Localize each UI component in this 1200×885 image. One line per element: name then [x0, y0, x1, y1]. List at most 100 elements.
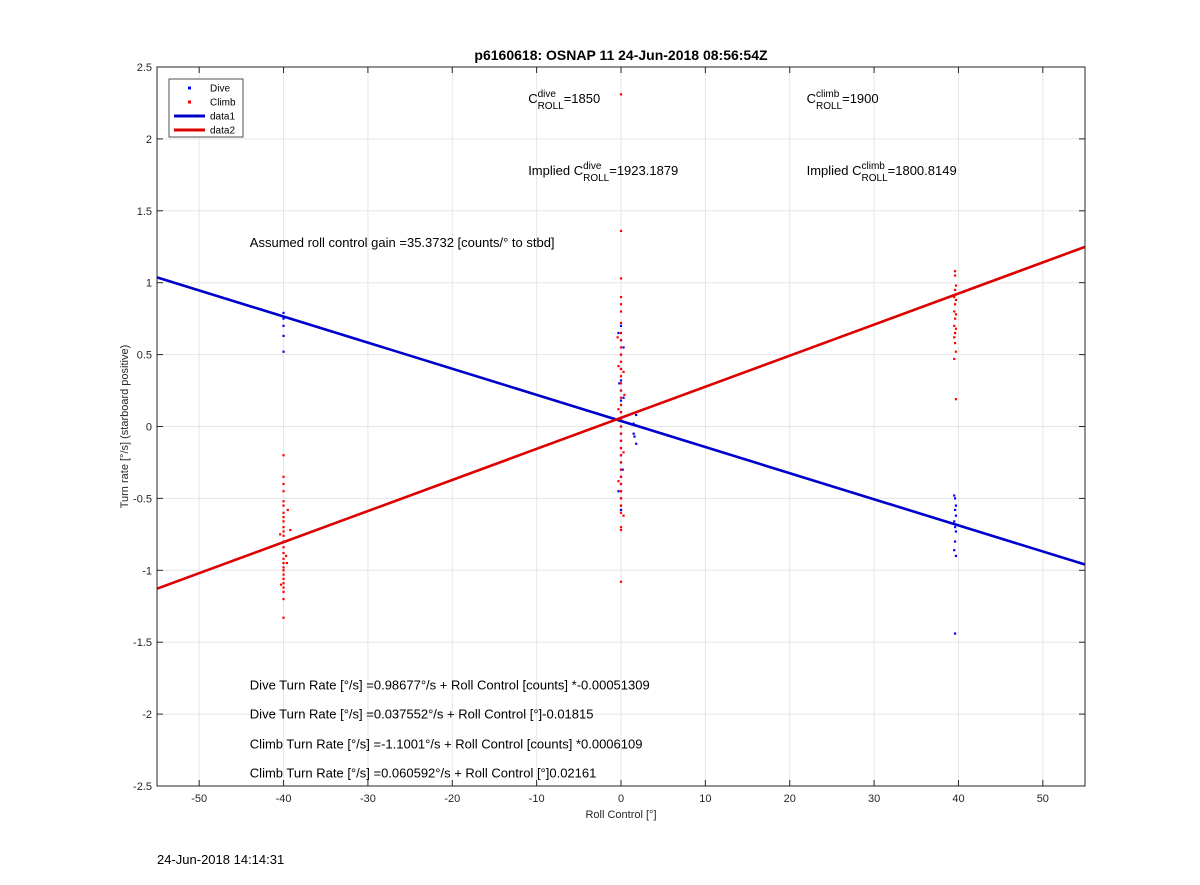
- data-point-climb: [282, 534, 285, 537]
- data-point-climb: [619, 528, 623, 532]
- legend-marker-dive: [188, 86, 191, 90]
- series-layer: [156, 93, 1086, 635]
- data-point-dive: [632, 432, 635, 435]
- data-point-climb: [279, 583, 283, 586]
- data-point-dive: [954, 504, 958, 507]
- annotation-part: ROLL: [583, 173, 610, 184]
- axes-layer: -50 -40 -30 -20 -10 0 10 20 30 40 50-2.5-2-1.5-1-0…: [119, 47, 1086, 821]
- data-point-climb: [619, 375, 623, 378]
- y-tick-label: 2: [146, 134, 152, 146]
- data-point-dive: [954, 554, 958, 558]
- data-point-climb: [619, 339, 623, 342]
- data-point-dive: [633, 435, 636, 438]
- grid-layer: [157, 66, 1085, 787]
- data-point-climb: [619, 454, 623, 457]
- data-point-climb: [953, 295, 956, 299]
- annotation-part: C: [528, 91, 537, 106]
- data-point-climb: [286, 508, 289, 512]
- data-point-climb: [282, 540, 285, 543]
- data-point-climb: [954, 398, 958, 401]
- annotation-dive-deg: Dive Turn Rate [°/s] =0.037552°/s + Roll…: [250, 706, 594, 721]
- data-point-climb: [954, 284, 958, 287]
- data-point-dive: [282, 334, 285, 338]
- data-point-climb: [954, 327, 958, 330]
- data-point-climb: [282, 475, 285, 478]
- data-point-climb: [282, 566, 285, 569]
- annotation-implied-dive: Implied Cdive ROLL=1923.1879: [528, 161, 678, 184]
- data-point-dive: [622, 396, 625, 399]
- data-point-climb: [282, 500, 285, 503]
- data-point-climb: [282, 569, 285, 572]
- x-tick-label: -40: [276, 793, 292, 805]
- y-tick-label: 0.5: [137, 350, 152, 362]
- data-point-dive: [617, 490, 620, 493]
- x-tick-label: 40: [952, 793, 964, 805]
- data-point-climb: [282, 551, 285, 555]
- data-point-climb: [623, 393, 626, 396]
- data-point-climb: [619, 353, 623, 356]
- annotation-part: dive: [538, 89, 557, 100]
- annotation-c-roll-climb: Cclimb ROLL=1900: [807, 89, 879, 112]
- data-point-dive: [635, 413, 638, 417]
- data-point-dive: [619, 379, 623, 382]
- x-tick-label: -20: [444, 793, 460, 805]
- data-point-climb: [619, 439, 623, 442]
- data-point-climb: [282, 546, 285, 549]
- annotation-part: ROLL: [816, 101, 843, 112]
- x-tick-label: 10: [699, 793, 711, 805]
- data-point-dive: [953, 520, 956, 523]
- data-point-dive: [282, 350, 285, 353]
- data-point-climb: [619, 490, 623, 493]
- x-tick-label: -10: [529, 793, 545, 805]
- data-point-dive: [953, 540, 957, 543]
- data-point-climb: [953, 324, 956, 327]
- data-point-climb: [619, 331, 623, 335]
- data-point-climb: [953, 303, 957, 306]
- annotation-part: Dive Turn Rate [°/s] =0.037552°/s + Roll…: [250, 706, 594, 721]
- data-point-dive: [953, 549, 956, 552]
- data-point-climb: [619, 475, 623, 478]
- x-tick-label: -50: [191, 793, 207, 805]
- annotation-implied-climb: Implied Cclimb ROLL=1800.8149: [807, 161, 957, 184]
- y-tick-label: -2.5: [133, 781, 152, 793]
- data-point-climb: [953, 357, 956, 361]
- chart-title: p6160618: OSNAP 11 24-Jun-2018 08:56:54Z: [474, 47, 768, 63]
- data-point-climb: [282, 454, 285, 457]
- data-point-dive: [953, 494, 956, 497]
- data-point-climb: [619, 461, 623, 464]
- annotation-part: =1900: [842, 91, 879, 106]
- data-point-climb: [619, 396, 623, 399]
- data-point-dive: [953, 497, 957, 500]
- legend-label-data1: data1: [210, 112, 235, 123]
- data-point-climb: [282, 590, 285, 593]
- x-tick-label: 20: [784, 793, 796, 805]
- data-point-dive: [632, 422, 635, 425]
- x-axis-label: Roll Control [°]: [585, 809, 656, 821]
- data-point-climb: [282, 582, 285, 585]
- annotation-part: Implied C: [528, 163, 583, 178]
- data-point-climb: [282, 520, 285, 523]
- annotation-part: Dive Turn Rate [°/s] =0.98677°/s + Roll …: [250, 678, 650, 693]
- fit-line-data2: [156, 245, 1086, 590]
- annotation-part: =1850: [564, 91, 601, 106]
- data-point-climb: [619, 418, 623, 421]
- annotation-part: climb: [816, 89, 840, 100]
- annotation-climb-counts: Climb Turn Rate [°/s] =-1.1001°/s + Roll…: [250, 737, 643, 752]
- annotation-part: C: [807, 91, 816, 106]
- data-point-climb: [284, 554, 288, 558]
- data-point-climb: [619, 295, 623, 299]
- data-point-climb: [282, 504, 285, 507]
- data-point-climb: [619, 321, 623, 325]
- data-point-dive: [282, 311, 285, 314]
- data-point-climb: [282, 482, 285, 486]
- data-point-climb: [954, 350, 958, 353]
- annotation-part: climb: [862, 161, 886, 172]
- data-point-dive: [635, 442, 638, 445]
- data-point-climb: [282, 490, 285, 493]
- annotation-part: =1923.1879: [609, 163, 678, 178]
- data-point-climb: [954, 298, 958, 302]
- annotation-part: ROLL: [538, 101, 565, 112]
- data-point-climb: [619, 367, 623, 371]
